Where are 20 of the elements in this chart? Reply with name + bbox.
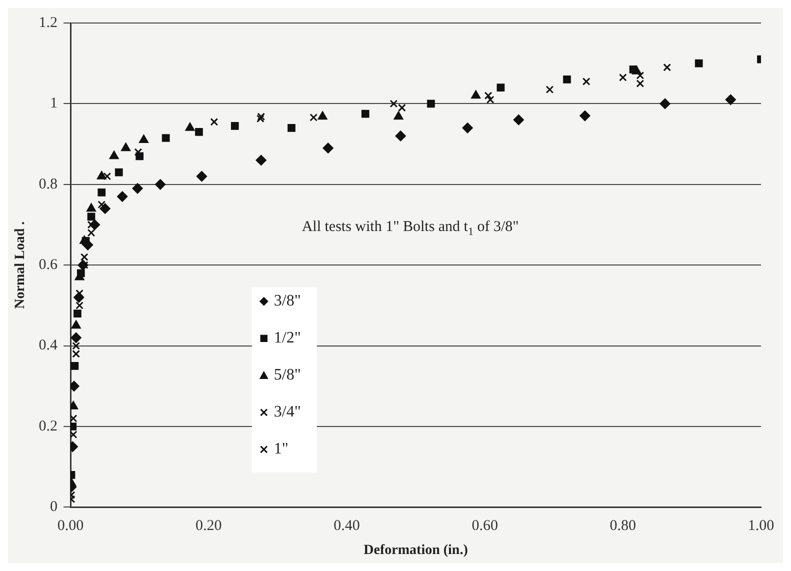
legend-label: 1" [274, 440, 288, 458]
x-axis-title: Deformation (in.) [364, 543, 468, 558]
y-tick-label: 0.4 [38, 338, 58, 354]
y-tick-label: 0.2 [38, 418, 58, 434]
x-tick-label: 0.00 [57, 518, 84, 534]
y-axis-title: Normal Load . [13, 221, 28, 309]
legend-label: 3/4" [274, 404, 301, 421]
x-tick-label: 0.20 [196, 518, 222, 534]
x-tick-label: 0.40 [334, 518, 360, 534]
x-tick-label: 0.80 [610, 518, 636, 534]
y-tick-label: 0 [50, 499, 58, 516]
y-tick-label: 0.6 [38, 257, 58, 274]
y-tick-label: 1 [50, 96, 58, 112]
legend-label: 3/8" [274, 292, 301, 310]
x-tick-label: 0.60 [472, 518, 498, 534]
legend-label: 5/8" [274, 366, 301, 384]
y-tick-label: 1.2 [38, 14, 58, 31]
y-tick-label: 0.8 [38, 176, 58, 192]
legend-label: 1/2" [274, 330, 301, 347]
x-tick-label: 1.00 [748, 518, 774, 534]
